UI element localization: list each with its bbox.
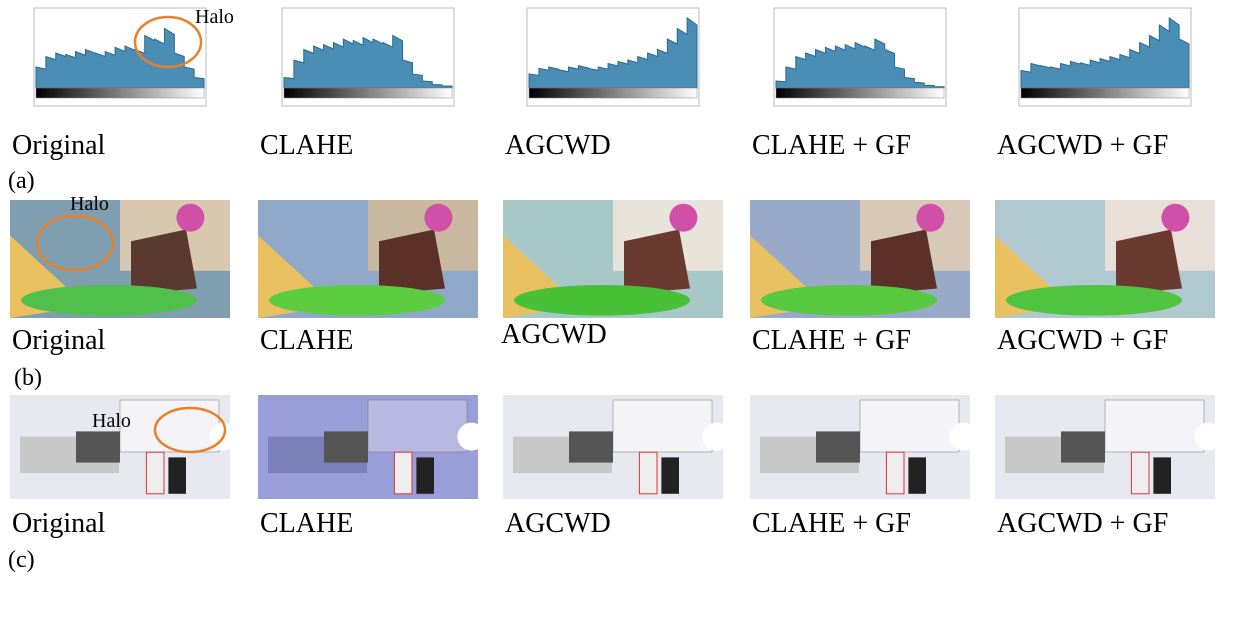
panel-image xyxy=(750,395,970,499)
panel-image xyxy=(503,200,723,318)
panel-image xyxy=(995,200,1215,318)
caption: Original xyxy=(12,325,106,356)
caption: AGCWD xyxy=(505,130,611,161)
panel-image xyxy=(750,200,970,318)
caption: AGCWD + GF xyxy=(997,325,1169,356)
annotation: Halo xyxy=(92,410,131,432)
caption: Original xyxy=(12,508,106,539)
caption: AGCWD xyxy=(505,508,611,539)
panel-image xyxy=(281,7,455,107)
panel-image xyxy=(526,7,700,107)
caption: CLAHE xyxy=(260,325,354,356)
panel-image xyxy=(773,7,947,107)
row-label: (c) xyxy=(8,547,35,573)
caption: CLAHE + GF xyxy=(752,130,911,161)
caption: CLAHE xyxy=(260,130,354,161)
annotation: Halo xyxy=(70,193,109,215)
caption: CLAHE xyxy=(260,508,354,539)
row-label: (b) xyxy=(14,365,42,391)
caption: AGCWD + GF xyxy=(997,508,1169,539)
caption: AGCWD xyxy=(501,319,607,350)
panel-image xyxy=(10,200,230,318)
caption: AGCWD + GF xyxy=(997,130,1169,161)
caption: CLAHE + GF xyxy=(752,325,911,356)
panel-image xyxy=(1018,7,1192,107)
panel-image xyxy=(503,395,723,499)
caption: Original xyxy=(12,130,106,161)
caption: CLAHE + GF xyxy=(752,508,911,539)
panel-image xyxy=(995,395,1215,499)
annotation: Halo xyxy=(195,6,234,28)
row-label: (a) xyxy=(8,168,35,194)
panel-image xyxy=(258,395,478,499)
panel-image xyxy=(258,200,478,318)
